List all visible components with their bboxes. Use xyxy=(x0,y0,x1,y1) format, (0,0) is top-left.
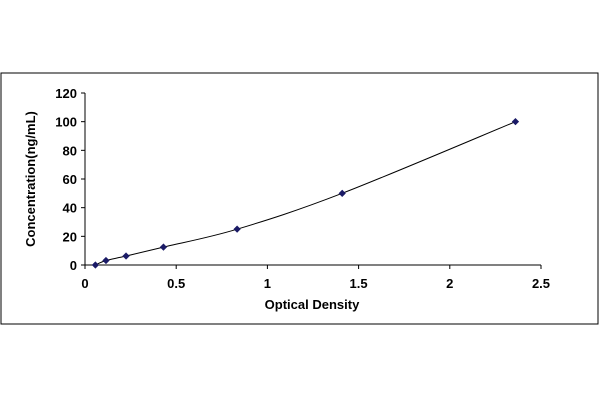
data-point xyxy=(511,118,520,126)
y-tick-label: 20 xyxy=(63,229,77,244)
x-axis: 0 0.5 1 1.5 2 2.5 xyxy=(81,264,550,291)
data-point xyxy=(159,243,168,251)
y-tick-label: 60 xyxy=(63,172,77,187)
y-tick-label: 40 xyxy=(63,201,77,216)
y-axis-title: Concentration(ng/mL) xyxy=(23,111,38,247)
x-tick-label: 2.5 xyxy=(532,276,550,291)
data-point xyxy=(122,252,130,260)
y-tick-label: 80 xyxy=(63,143,77,158)
y-tick-label: 0 xyxy=(70,258,77,273)
x-tick-label: 0 xyxy=(81,276,88,291)
data-point xyxy=(338,189,346,197)
data-point xyxy=(91,261,100,269)
chart-frame xyxy=(0,72,599,325)
y-axis: 0 20 40 60 80 100 120 xyxy=(55,86,86,273)
y-tick-label: 100 xyxy=(55,115,77,130)
data-markers xyxy=(91,118,520,269)
y-tick-label: 120 xyxy=(55,86,77,101)
x-tick-label: 2 xyxy=(446,276,453,291)
x-axis-title: Optical Density xyxy=(265,297,360,312)
data-point xyxy=(102,256,110,265)
x-tick-label: 1.5 xyxy=(350,276,368,291)
x-tick-label: 0.5 xyxy=(167,276,185,291)
x-tick-label: 1 xyxy=(264,276,271,291)
data-point xyxy=(233,225,241,233)
